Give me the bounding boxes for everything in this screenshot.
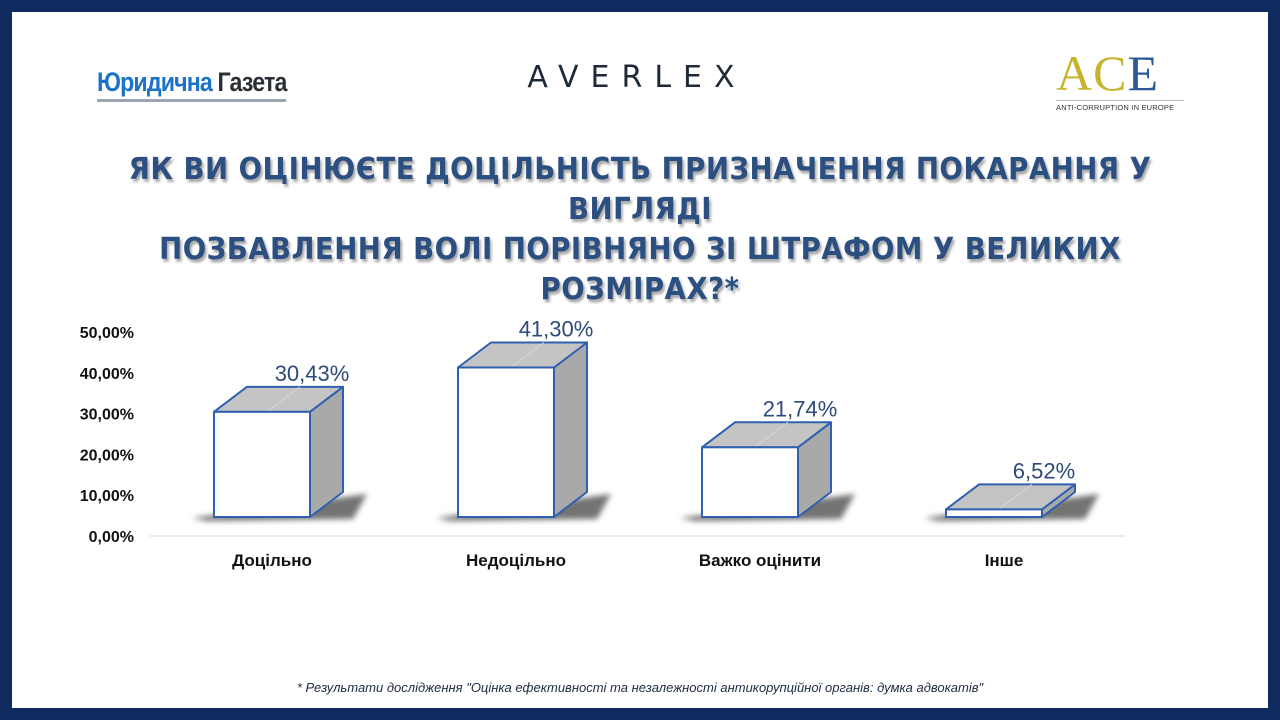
bar-side: [553, 341, 588, 518]
ace-logo-letters: ACE: [1056, 45, 1160, 101]
x-tick-label: Інше: [985, 551, 1024, 570]
logo-word-yuridychna: Юридична: [97, 67, 213, 97]
yuridychna-gazeta-logo: Юридична Газета: [97, 67, 287, 102]
y-tick-label: 40,00%: [80, 366, 134, 383]
value-label: 6,52%: [1013, 458, 1075, 483]
value-label: 21,74%: [763, 396, 838, 421]
y-tick-label: 10,00%: [80, 488, 134, 505]
chart-title-line-1: ЯК ВИ ОЦІНЮЄТЕ ДОЦІЛЬНІСТЬ ПРИЗНАЧЕННЯ П…: [128, 152, 1152, 227]
bar: [213, 410, 311, 519]
ace-logo-tagline: ANTI-CORRUPTION IN EUROPE: [1056, 100, 1184, 112]
bar-top-highlight: [510, 342, 545, 368]
bar-top-highlight: [266, 386, 301, 413]
bar-top-highlight: [754, 421, 789, 448]
bar-chart: 0,00% 10,00% 20,00% 30,00% 40,00% 50,00% 30,43…: [80, 316, 1126, 570]
bar: [945, 508, 1043, 519]
logo-word-gazeta: Газета: [217, 67, 288, 97]
bar-top-highlight: [998, 483, 1033, 510]
chart-title: ЯК ВИ ОЦІНЮЄТЕ ДОЦІЛЬНІСТЬ ПРИЗНАЧЕННЯ П…: [99, 150, 1181, 310]
x-tick-label: Недоцільно: [466, 551, 566, 570]
x-tick-label: Важко оцінити: [699, 551, 821, 570]
bar: [701, 446, 799, 519]
slide: Юридична Газета AVERLEX ACE ANTI-CORRUPT…: [12, 12, 1268, 708]
chart-title-line-2: ПОЗБАВЛЕННЯ ВОЛІ ПОРІВНЯНО ЗІ ШТРАФОМ У …: [159, 232, 1121, 307]
value-label: 41,30%: [519, 316, 594, 341]
ace-logo: ACE ANTI-CORRUPTION IN EUROPE: [1056, 48, 1196, 112]
y-tick-label: 50,00%: [80, 325, 134, 342]
averlex-logo: AVERLEX: [527, 60, 747, 95]
y-tick-label: 20,00%: [80, 447, 134, 464]
bar: [457, 366, 555, 518]
footnote: * Результати дослідження "Оцінка ефектив…: [296, 680, 984, 695]
value-label: 30,43%: [275, 361, 350, 386]
y-tick-label: 0,00%: [89, 529, 134, 546]
y-tick-label: 30,00%: [80, 407, 134, 424]
x-tick-label: Доцільно: [232, 551, 312, 570]
